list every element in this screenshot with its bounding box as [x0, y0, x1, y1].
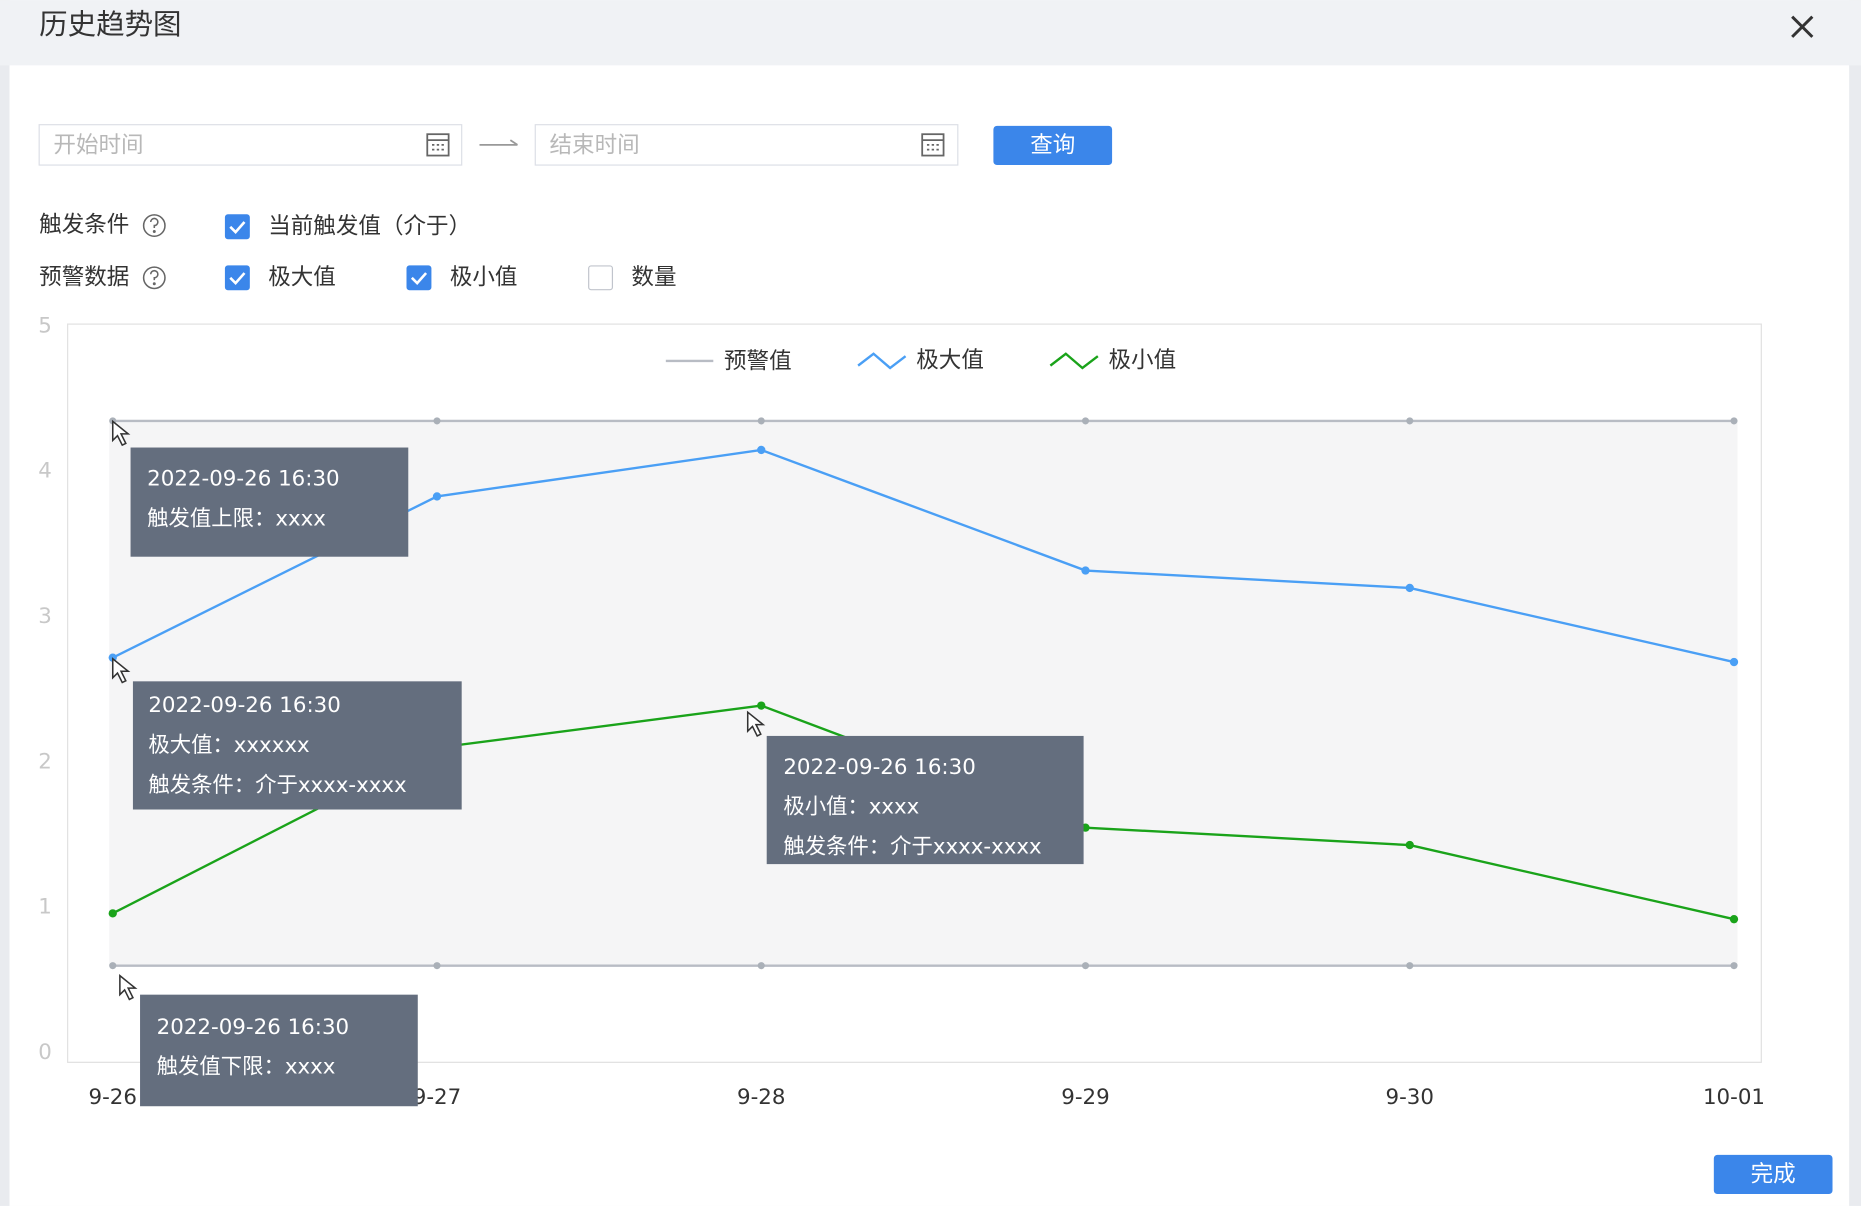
threshold-point — [1406, 417, 1414, 425]
checkbox[interactable] — [224, 214, 250, 240]
threshold-point — [757, 417, 765, 425]
y-tick-label: 5 — [38, 313, 52, 338]
help-icon[interactable] — [142, 266, 166, 290]
check-mark — [229, 272, 246, 286]
tooltip-text: 触发值下限：xxxx — [157, 1055, 336, 1080]
tooltip-text: 触发条件：介于xxxx-xxxx — [783, 834, 1041, 859]
data-point[interactable] — [1729, 915, 1739, 924]
y-tick-label: 4 — [38, 459, 52, 484]
query-button-label: 查询 — [1030, 133, 1075, 159]
checkbox[interactable] — [406, 265, 432, 291]
query-button[interactable] — [993, 125, 1113, 166]
data-point[interactable] — [757, 445, 766, 455]
tooltip — [766, 735, 1084, 865]
cursor — [746, 710, 766, 737]
trigger-label: 触发条件 — [39, 212, 129, 238]
calendar-icon — [426, 133, 450, 157]
legend-label: 极小值 — [1109, 347, 1177, 373]
checkbox-label: 数量 — [631, 264, 676, 290]
data-point[interactable] — [1081, 566, 1090, 575]
y-tick-label: 2 — [38, 749, 52, 774]
checkbox-label: 极小值 — [450, 264, 518, 290]
tooltip-text: 2022-09-26 16:30 — [147, 467, 339, 492]
x-tick-label: 10-01 — [1703, 1085, 1765, 1110]
threshold-point — [1730, 962, 1738, 970]
y-tick-label: 3 — [38, 604, 52, 629]
dialog-title: 历史趋势图 — [39, 8, 181, 41]
threshold-point — [109, 962, 117, 970]
y-tick-label: 1 — [38, 895, 52, 920]
data-point[interactable] — [432, 492, 442, 501]
x-tick-label: 9-30 — [1386, 1085, 1434, 1110]
start-placeholder: 开始时间 — [53, 133, 143, 159]
tooltip-text: 2022-09-26 16:30 — [157, 1015, 349, 1040]
cursor — [111, 419, 131, 447]
check-mark — [229, 221, 246, 235]
legend-label: 预警值 — [724, 349, 792, 375]
tooltip — [132, 681, 462, 810]
data-point[interactable] — [1405, 583, 1414, 593]
checkbox[interactable] — [224, 265, 250, 291]
dialog-header — [0, 0, 1861, 66]
start-input[interactable] — [38, 124, 463, 166]
tooltip-text: 触发值上限：xxxx — [147, 506, 326, 531]
x-tick-label: 9-29 — [1061, 1085, 1109, 1110]
range-arrow — [479, 139, 518, 146]
threshold-point — [433, 417, 441, 425]
calendar-icon — [921, 133, 945, 157]
legend-swatch — [857, 352, 907, 370]
data-point[interactable] — [1729, 657, 1739, 667]
end-input[interactable] — [534, 124, 959, 166]
threshold-point — [1081, 417, 1090, 425]
tooltip — [140, 994, 418, 1107]
done-button[interactable] — [1713, 1154, 1833, 1195]
x-tick-label: 9-26 — [89, 1085, 137, 1110]
tooltip-text: 2022-09-26 16:30 — [148, 693, 340, 718]
legend-label: 极大值 — [916, 347, 984, 373]
cursor — [111, 657, 131, 684]
end-placeholder: 结束时间 — [550, 133, 640, 159]
done-button-label: 完成 — [1751, 1162, 1796, 1188]
checkbox[interactable] — [588, 265, 614, 291]
check-mark — [410, 272, 428, 286]
tooltip-text: 2022-09-26 16:30 — [783, 755, 975, 780]
tooltip-text: 触发条件：介于xxxx-xxxx — [148, 773, 406, 798]
x-tick-label: 9-28 — [737, 1085, 785, 1110]
legend-swatch — [1049, 352, 1099, 370]
threshold-point — [1730, 417, 1738, 425]
help-icon[interactable] — [142, 214, 166, 238]
alert-data-label: 预警数据 — [39, 264, 129, 290]
checkbox-label: 当前触发值（介于） — [268, 213, 471, 239]
threshold-point — [1081, 962, 1090, 970]
cursor — [119, 974, 138, 1001]
threshold-point — [757, 962, 765, 970]
threshold-point — [433, 962, 441, 970]
data-point[interactable] — [757, 701, 766, 710]
data-point[interactable] — [1405, 840, 1414, 850]
tooltip-text: 极大值：xxxxxx — [148, 733, 309, 758]
data-point[interactable] — [108, 909, 117, 918]
tooltip-text: 极小值：xxxx — [783, 795, 919, 820]
threshold-point — [1406, 962, 1414, 970]
y-tick-label: 0 — [38, 1040, 52, 1065]
tooltip — [130, 447, 409, 557]
close-button[interactable] — [1791, 15, 1814, 38]
checkbox-label: 极大值 — [268, 264, 336, 290]
x-tick-label: 9-27 — [413, 1085, 461, 1110]
